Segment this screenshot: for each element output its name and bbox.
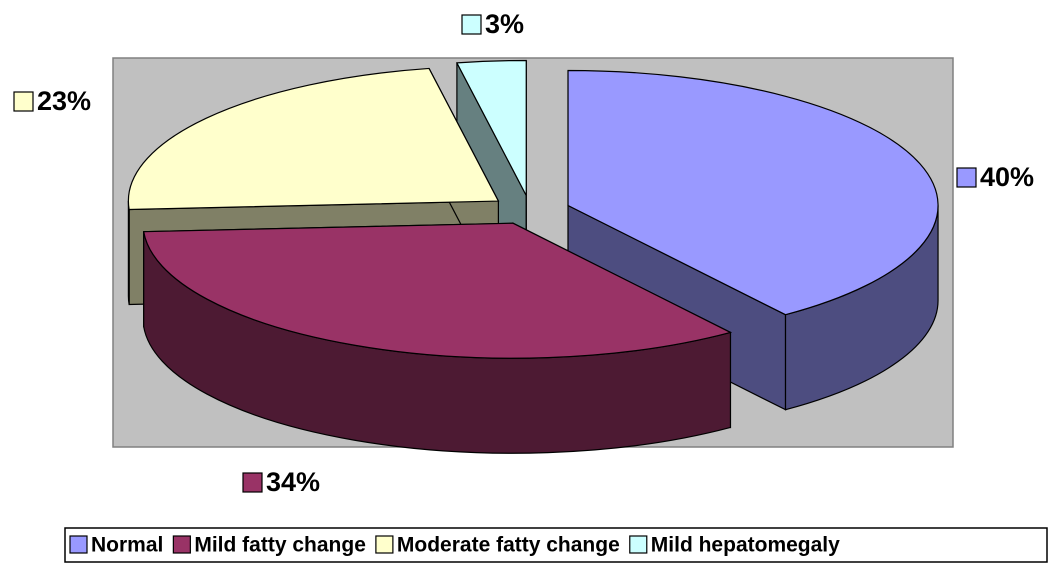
slice <box>567 69 939 316</box>
legend-swatch <box>375 535 394 554</box>
slice <box>455 59 527 196</box>
data-label: 3% <box>485 9 524 39</box>
label-swatch <box>242 472 263 493</box>
slice-wall <box>127 201 130 305</box>
legend-label: Moderate fatty change <box>397 534 620 557</box>
slice <box>127 67 500 211</box>
label-swatch <box>13 91 34 112</box>
data-label: 34% <box>266 467 320 497</box>
legend-swatch <box>172 535 191 554</box>
data-label: 23% <box>37 86 91 116</box>
legend-label: Normal <box>91 534 163 557</box>
legend-swatch <box>69 535 88 554</box>
data-label: 40% <box>980 162 1034 192</box>
label-swatch <box>956 167 977 188</box>
legend-label: Mild hepatomegaly <box>651 534 840 557</box>
legend-label: Mild fatty change <box>194 534 366 557</box>
legend-box <box>64 527 1048 563</box>
legend-swatch <box>629 535 648 554</box>
label-swatch <box>461 14 482 35</box>
slice <box>142 222 733 359</box>
